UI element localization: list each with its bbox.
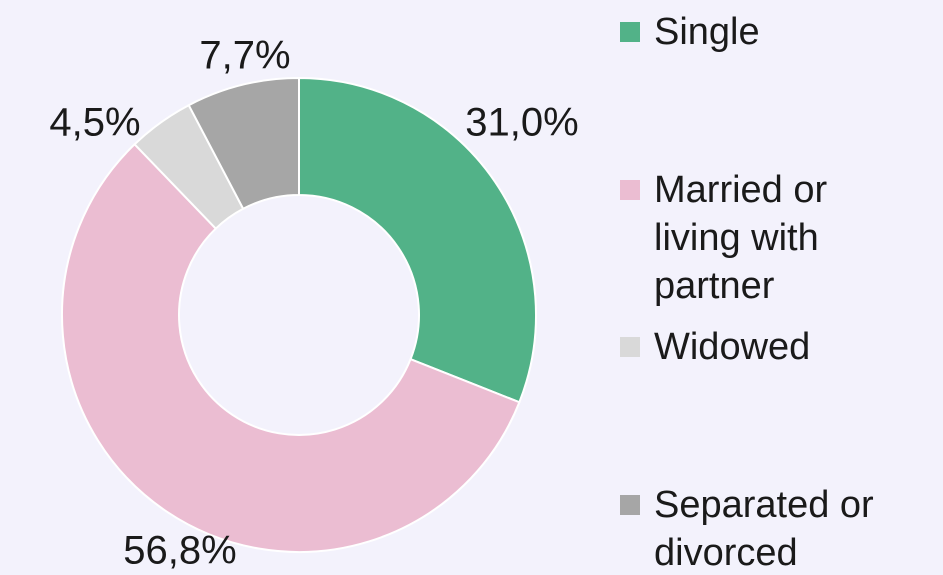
legend-swatch [620,22,640,42]
legend-swatch [620,180,640,200]
data-label: 56,8% [123,529,236,573]
data-label: 4,5% [49,101,140,145]
data-label: 31,0% [465,101,578,145]
legend-swatch [620,495,640,515]
legend-swatch [620,337,640,357]
legend-item: Married or living with partner [620,166,904,310]
legend-label: Single [654,11,760,53]
donut-slice [187,76,300,211]
legend-label: Separated or divorced [654,484,874,574]
legend-item: Widowed [620,323,904,371]
legend-label: Widowed [654,326,811,368]
donut-slice [298,76,537,404]
legend-label: Married or living with partner [654,169,828,307]
data-label: 7,7% [199,34,290,78]
legend-item: Single [620,8,904,56]
donut-slice [61,142,521,553]
legend-item: Separated or divorced [620,481,904,575]
